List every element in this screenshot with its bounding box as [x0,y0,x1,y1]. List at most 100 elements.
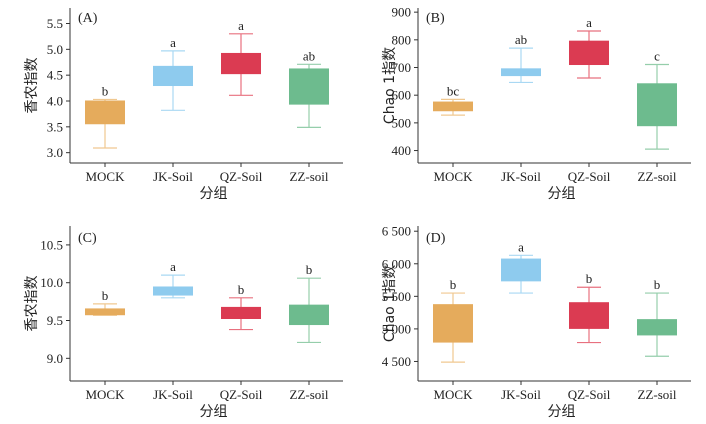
y-tick-label: 6 000 [382,256,411,271]
box-qz-soil: a [221,18,261,96]
box-iqr [501,258,541,282]
significance-letter: a [586,15,592,30]
box-iqr [153,65,193,87]
x-tick-label: JK-Soil [153,169,193,184]
box-iqr [433,304,473,343]
box-iqr [501,68,541,77]
box-qz-soil: b [221,282,261,331]
y-tick-label: 4.0 [47,94,63,109]
box-iqr [289,304,329,326]
y-axis-title: 香农指数 [24,58,40,114]
x-tick-label: QZ-Soil [568,169,611,184]
significance-letter: a [170,259,176,274]
y-tick-label: 9.5 [47,313,63,328]
x-tick-label: MOCK [85,169,125,184]
panel-label: (C) [78,231,97,246]
box-qz-soil: b [569,271,609,344]
x-tick-label: MOCK [85,387,125,402]
y-tick-label: 3.5 [47,119,63,134]
significance-letter: ab [515,32,527,47]
box-mock: b [433,277,473,363]
box-iqr [221,306,261,319]
y-tick-label: 5 500 [382,289,411,304]
panel-label: (D) [426,231,446,246]
x-tick-label: ZZ-soil [290,387,329,402]
x-tick-label: MOCK [433,387,473,402]
y-tick-label: 4 500 [382,354,411,369]
box-qz-soil: a [569,15,609,79]
significance-letter: ab [303,48,315,63]
x-axis-title: 分组 [548,186,576,202]
panel-label: (B) [426,11,445,26]
y-tick-label: 10.0 [40,275,63,290]
panel-a: 3.0 3.5 4.0 4.5 5.0 5.5 MOCK JK-Soil QZ-Soil ZZ-s… [24,8,343,202]
y-tick-label: 900 [392,5,412,20]
box-iqr [289,68,329,105]
y-tick-label: 5 000 [382,321,411,336]
y-tick-label: 3.0 [47,145,63,160]
y-tick-label: 800 [392,32,412,47]
y-tick-label: 6 500 [382,224,411,239]
box-mock: b [85,83,125,149]
box-zz-soil: b [637,277,677,357]
significance-letter: b [102,288,109,303]
significance-letter: b [586,271,593,286]
y-tick-label: 9.0 [47,351,63,366]
x-tick-label: JK-Soil [153,387,193,402]
y-tick-label: 4.5 [47,68,63,83]
x-axis-title: 分组 [548,404,576,420]
y-tick-label: 400 [392,143,412,158]
box-iqr [637,83,677,127]
panel-b: 400 500 600 700 800 900 MOCK JK-Soil QZ-Soil ZZ-s… [382,5,691,202]
box-iqr [85,308,125,316]
y-axis-title: Chao 1指数 [382,47,398,124]
y-tick-label: 600 [392,88,412,103]
significance-letter: a [518,239,524,254]
box-jk-soil: a [153,35,193,111]
box-zz-soil: c [637,48,677,150]
x-tick-label: QZ-Soil [220,387,263,402]
box-iqr [569,302,609,329]
y-tick-label: 700 [392,60,412,75]
box-iqr [569,40,609,66]
x-tick-label: QZ-Soil [568,387,611,402]
x-axis-title: 分组 [200,186,228,202]
box-zz-soil: b [289,262,329,344]
significance-letter: b [306,262,313,277]
x-tick-label: JK-Soil [501,169,541,184]
y-axis-title: 香农指数 [24,276,40,332]
box-jk-soil: ab [501,32,541,84]
y-tick-label: 5.5 [47,16,63,31]
box-jk-soil: a [501,239,541,294]
significance-letter: b [238,282,245,297]
significance-letter: b [654,277,661,292]
x-tick-label: JK-Soil [501,387,541,402]
x-axis-title: 分组 [200,404,228,420]
box-jk-soil: a [153,259,193,299]
x-tick-label: ZZ-soil [290,169,329,184]
x-tick-label: ZZ-soil [638,169,677,184]
significance-letter: a [238,18,244,33]
box-iqr [221,52,261,75]
box-iqr [153,286,193,296]
y-tick-label: 500 [392,115,412,130]
x-tick-label: MOCK [433,169,473,184]
box-iqr [637,319,677,336]
y-tick-label: 5.0 [47,42,63,57]
box-mock: bc [433,83,473,116]
significance-letter: b [450,277,457,292]
panel-label: (A) [78,11,98,26]
box-iqr [85,100,125,125]
panel-c: 9.0 9.5 10.0 10.5 MOCK JK-Soil QZ-Soil ZZ-soil 分… [24,226,343,420]
significance-letter: b [102,83,109,98]
box-iqr [433,101,473,112]
panel-d: 4 500 5 000 5 500 6 000 6 500 MOCK JK-Soil QZ-S… [382,224,691,420]
x-tick-label: ZZ-soil [638,387,677,402]
y-tick-label: 10.5 [40,237,63,252]
significance-letter: c [654,48,660,63]
y-axis-title: Chao 1指数 [382,265,398,342]
significance-letter: a [170,35,176,50]
box-mock: b [85,288,125,316]
x-tick-label: QZ-Soil [220,169,263,184]
